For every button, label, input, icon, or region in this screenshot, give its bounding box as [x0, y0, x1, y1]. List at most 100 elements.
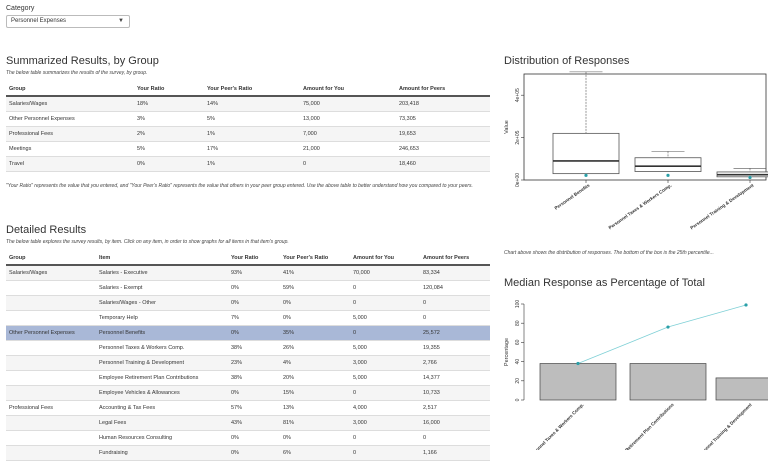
- detailed-row[interactable]: Salaries - Exempt 0% 59% 0 120,084: [6, 280, 490, 296]
- detailed-cell: 0%: [280, 310, 350, 326]
- summary-cell: 0%: [134, 156, 204, 172]
- detailed-row[interactable]: Salaries/Wages Salaries - Executive 93% 41%…: [6, 265, 490, 281]
- detailed-cell: 0: [350, 280, 420, 296]
- summary-cell: 1%: [204, 156, 300, 172]
- detailed-cell: 10,733: [420, 385, 490, 401]
- summary-cell: 17%: [204, 141, 300, 157]
- detailed-cell: Temporary Help: [96, 310, 228, 326]
- detailed-cell: 0%: [228, 385, 280, 401]
- x-tick-label: Personnel Training & Development: [689, 182, 755, 230]
- detailed-cell: 16,000: [420, 415, 490, 431]
- detailed-header-2: Your Ratio: [228, 251, 280, 266]
- detailed-table: Group Item Your Ratio Your Peer's Ratio Amou…: [6, 251, 490, 461]
- summary-subtitle: The below table summarizes the results o…: [6, 70, 148, 76]
- summary-header-4: Amount for Peers: [396, 82, 490, 97]
- box: [552, 132, 620, 175]
- detailed-cell: 0: [420, 295, 490, 311]
- x-tick-label: Personnel Taxes & Workers Comp.: [608, 183, 673, 231]
- detailed-cell: [6, 310, 96, 326]
- box-point: [666, 173, 670, 177]
- summary-cell: 3%: [134, 111, 204, 127]
- distribution-note: Chart above shows the distribution of re…: [504, 250, 714, 256]
- cumulative-point: [576, 361, 580, 366]
- detailed-row[interactable]: Other Personnel Expenses Personnel Benefi…: [6, 325, 490, 341]
- detailed-cell: [6, 280, 96, 296]
- plot-frame: [523, 73, 767, 181]
- detailed-cell: 59%: [280, 280, 350, 296]
- detailed-cell: 5,000: [350, 340, 420, 356]
- summary-cell: Other Personnel Expenses: [6, 111, 134, 127]
- chevron-down-icon: ▼: [118, 18, 124, 24]
- summary-header-0: Group: [6, 82, 134, 97]
- y-tick-label: 4e+05: [515, 88, 521, 102]
- bar: [715, 377, 768, 401]
- detailed-row[interactable]: Salaries/Wages - Other 0% 0% 0 0: [6, 295, 490, 311]
- detailed-cell: 0: [420, 310, 490, 326]
- summary-note: "Your Ratio" represents the value that y…: [6, 183, 473, 189]
- detailed-cell: 0: [420, 430, 490, 446]
- detailed-row[interactable]: Fundraising 0% 6% 0 1,166: [6, 445, 490, 461]
- detailed-cell: 0%: [228, 325, 280, 341]
- detailed-cell: 43%: [228, 415, 280, 431]
- detailed-cell: 25,572: [420, 325, 490, 341]
- detailed-row[interactable]: Personnel Taxes & Workers Comp. 38% 26% 5,0…: [6, 340, 490, 356]
- category-label: Category: [6, 5, 35, 12]
- median-chart: 0 20 40 60 80 100 Percentage Personnel Taxes & …: [504, 300, 768, 450]
- cumulative-point: [666, 325, 670, 329]
- detailed-cell: 0: [350, 325, 420, 341]
- detailed-cell: 0%: [228, 430, 280, 446]
- distribution-chart: 0e+00 2e+05 4e+05 Value Personnel Benefits Pe…: [504, 71, 768, 231]
- summary-cell: 7,000: [300, 126, 396, 142]
- summary-header-1: Your Ratio: [134, 82, 204, 97]
- detailed-cell: 83,334: [420, 265, 490, 281]
- detailed-cell: 20%: [280, 370, 350, 386]
- y-tick-label: 0: [515, 398, 521, 401]
- y-tick-label: 60: [515, 339, 521, 345]
- bar: [539, 363, 617, 401]
- x-tick-label: Personnel Training & Development: [695, 402, 753, 450]
- detailed-cell: Employee Vehicles & Allowances: [96, 385, 228, 401]
- x-tick-label: Employee Retirement Plan Contributions: [608, 402, 675, 450]
- detailed-cell: Fundraising: [96, 445, 228, 461]
- detailed-cell: [6, 370, 96, 386]
- detailed-row[interactable]: Professional Fees Accounting & Tax Fees 57…: [6, 400, 490, 416]
- summary-cell: Professional Fees: [6, 126, 134, 142]
- summary-cell: 203,418: [396, 96, 490, 112]
- detailed-cell: 41%: [280, 265, 350, 281]
- detailed-cell: 23%: [228, 355, 280, 371]
- category-select[interactable]: Personnel Expenses ▼: [6, 15, 130, 28]
- detailed-cell: Human Resources Consulting: [96, 430, 228, 446]
- detailed-row[interactable]: Employee Vehicles & Allowances 0% 15% 0 10,7…: [6, 385, 490, 401]
- detailed-row[interactable]: Employee Retirement Plan Contributions 38…: [6, 370, 490, 386]
- y-tick-label: 2e+05: [515, 130, 521, 144]
- detailed-row[interactable]: Temporary Help 7% 0% 5,000 0: [6, 310, 490, 326]
- detailed-cell: [6, 430, 96, 446]
- detailed-cell: Personnel Training & Development: [96, 355, 228, 371]
- detailed-row[interactable]: Legal Fees 43% 81% 3,000 16,000: [6, 415, 490, 431]
- detailed-cell: 2,517: [420, 400, 490, 416]
- summary-row: Other Personnel Expenses 3% 5% 13,000 73,305: [6, 111, 490, 127]
- detailed-title: Detailed Results: [6, 224, 87, 236]
- detailed-row[interactable]: Personnel Training & Development 23% 4% 3,0…: [6, 355, 490, 371]
- detailed-cell: 0: [350, 385, 420, 401]
- y-axis-label: Value: [504, 120, 510, 134]
- summary-row: Professional Fees 2% 1% 7,000 19,653: [6, 126, 490, 142]
- detailed-row[interactable]: Human Resources Consulting 0% 0% 0 0: [6, 430, 490, 446]
- box-point: [748, 175, 752, 180]
- summary-table: Group Your Ratio Your Peer's Ratio Amount f…: [6, 82, 490, 172]
- detailed-cell: 6%: [280, 445, 350, 461]
- summary-cell: 13,000: [300, 111, 396, 127]
- detailed-cell: [6, 295, 96, 311]
- detailed-cell: 26%: [280, 340, 350, 356]
- detailed-cell: 14,377: [420, 370, 490, 386]
- detailed-cell: 1,166: [420, 445, 490, 461]
- detailed-cell: 0%: [280, 295, 350, 311]
- detailed-cell: 93%: [228, 265, 280, 281]
- summary-header-3: Amount for You: [300, 82, 396, 97]
- summary-cell: 21,000: [300, 141, 396, 157]
- summary-cell: 246,653: [396, 141, 490, 157]
- detailed-cell: 0%: [228, 445, 280, 461]
- x-tick-label: Personnel Benefits: [554, 182, 591, 210]
- detailed-cell: 5,000: [350, 370, 420, 386]
- x-tick-label: Personnel Taxes & Workers Comp.: [527, 402, 584, 450]
